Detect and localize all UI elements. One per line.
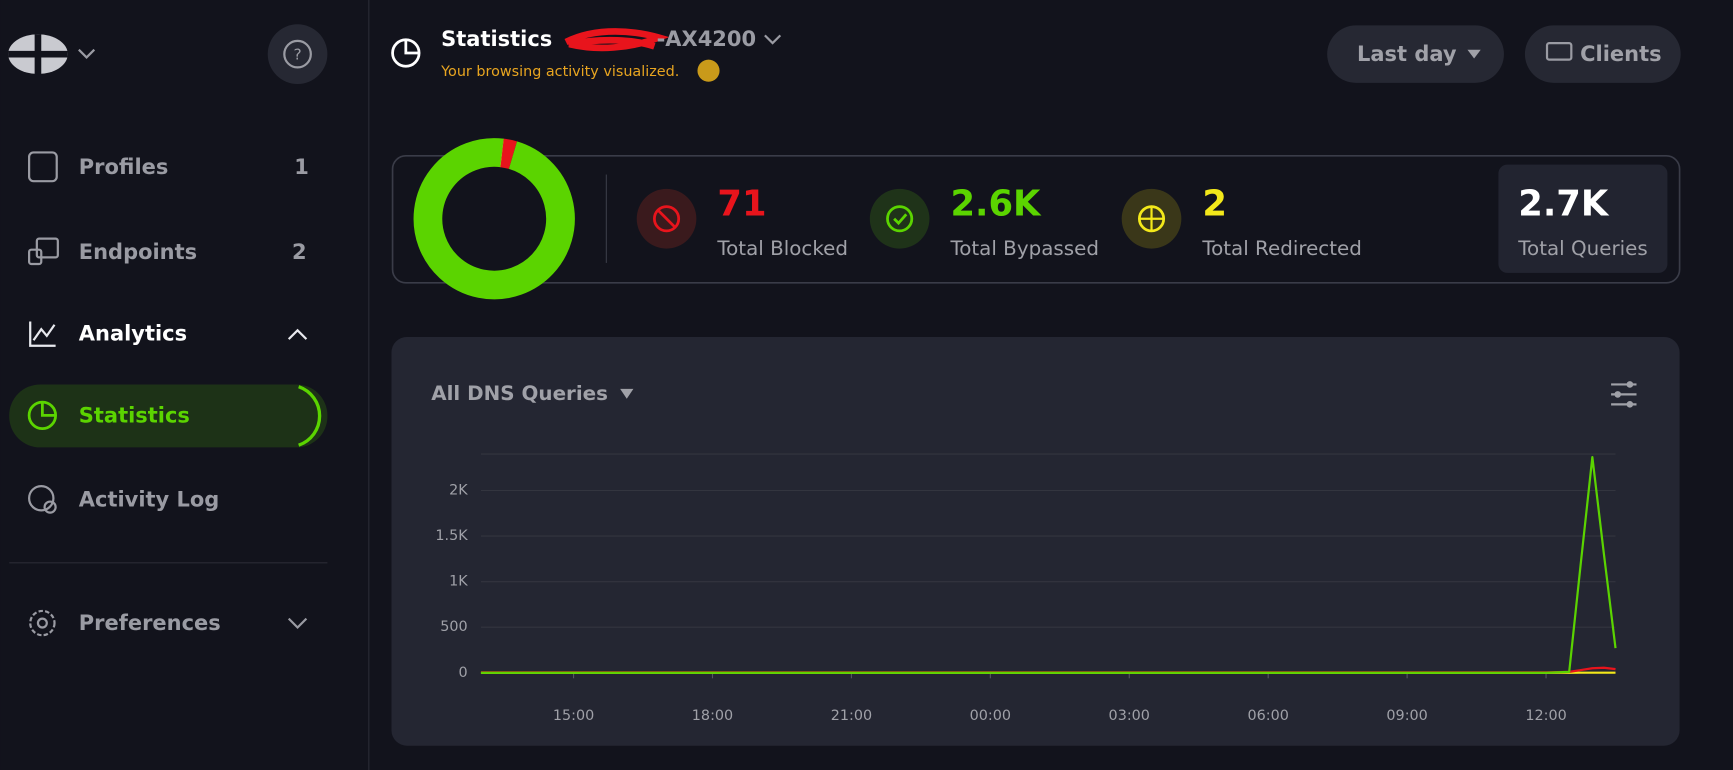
nav-activity-log[interactable]: Activity Log xyxy=(28,484,220,514)
stat-label: Total Queries xyxy=(1517,237,1647,260)
stat-icon-glyph xyxy=(656,208,677,229)
x-tick-label: 21:00 xyxy=(831,708,872,724)
stat-label: Total Blocked xyxy=(716,237,848,260)
stat-value: 2.7K xyxy=(1518,183,1610,224)
stat-label: Total Bypassed xyxy=(949,237,1098,260)
stat-icon-glyph xyxy=(653,205,681,233)
nav-label: Analytics xyxy=(79,322,187,346)
y-tick-label: 2K xyxy=(449,483,468,499)
button-label: Clients xyxy=(1580,42,1661,66)
logo[interactable] xyxy=(8,34,96,75)
chart-panel xyxy=(391,336,1680,746)
nav-icon xyxy=(29,321,56,347)
help-icon xyxy=(283,39,312,69)
clients-button[interactable]: Clients xyxy=(1524,25,1681,83)
nav-label: Statistics xyxy=(79,403,190,427)
button-caret xyxy=(1467,49,1481,59)
stat-label: Total Redirected xyxy=(1201,237,1362,260)
nav-label: Profiles xyxy=(79,155,169,179)
stats: 71 Total Blocked 2.6K Total Bypassed 2 Total … xyxy=(716,183,1647,260)
x-tick-label: 15:00 xyxy=(553,708,594,724)
series-line xyxy=(480,456,1617,674)
nav-icon xyxy=(43,500,57,514)
stat-icon-glyph xyxy=(1139,206,1164,231)
stat-icon-glyph xyxy=(893,213,908,226)
nav-preferences[interactable]: Preferences xyxy=(29,609,308,637)
button-icon xyxy=(1545,41,1573,61)
donut xyxy=(413,138,575,300)
nav-label: Endpoints xyxy=(79,240,197,264)
nav-icon xyxy=(28,151,58,183)
logo-cut xyxy=(8,34,68,75)
nav-count: 2 xyxy=(292,240,307,264)
redaction xyxy=(564,28,670,52)
button-bg xyxy=(1524,25,1681,83)
header-icon xyxy=(404,39,420,55)
nav-icon xyxy=(35,237,59,259)
nav-endpoints[interactable]: Endpoints 2 xyxy=(28,237,307,266)
x-tick-label: 12:00 xyxy=(1525,708,1566,724)
stat-value: 2 xyxy=(1202,183,1227,224)
help-button[interactable]: ? xyxy=(267,24,328,84)
nav-label: Preferences xyxy=(79,611,221,635)
y-tick-label: 500 xyxy=(440,619,467,635)
total-box xyxy=(1498,164,1668,273)
nav-icon xyxy=(40,402,56,417)
settings-icon xyxy=(1626,381,1634,388)
chart-settings[interactable] xyxy=(1611,381,1637,408)
chart-title-caret[interactable] xyxy=(620,388,634,399)
nav-label: Activity Log xyxy=(79,487,220,511)
x-tick-label: 09:00 xyxy=(1386,708,1427,724)
nav-analytics[interactable]: Analytics xyxy=(29,321,308,347)
donut-segment xyxy=(500,138,518,170)
help-glyph: ? xyxy=(293,46,301,64)
nav-chevron xyxy=(287,328,308,340)
nav-icon xyxy=(28,484,55,512)
device-name[interactable]: -AX4200 xyxy=(657,27,756,51)
page-title: Statistics xyxy=(441,27,552,51)
logo-chevron xyxy=(78,48,96,60)
nav-icon xyxy=(36,617,48,629)
y-tick-label: 0 xyxy=(459,665,468,681)
line-chart: 0 500 1K 1.5K 2K 15:00 18:00 21:00 00:00 03:00 06:… xyxy=(435,453,1617,724)
nav-count: 1 xyxy=(294,155,309,179)
chart-title[interactable]: All DNS Queries xyxy=(431,382,608,405)
y-tick-label: 1.5K xyxy=(435,528,468,544)
x-tick-label: 00:00 xyxy=(970,708,1011,724)
nav-profiles[interactable]: Profiles 1 xyxy=(28,151,309,183)
x-tick-label: 18:00 xyxy=(692,708,733,724)
settings-icon xyxy=(1614,391,1622,398)
help-bg xyxy=(267,24,328,84)
settings-icon xyxy=(1626,401,1634,408)
device-chevron[interactable] xyxy=(764,34,782,45)
nav-chevron xyxy=(287,617,308,630)
button-label: Last day xyxy=(1357,42,1457,66)
range-button[interactable]: Last day xyxy=(1327,25,1504,83)
nav-icon xyxy=(29,609,56,637)
nav-active-bg xyxy=(9,384,328,448)
info-icon[interactable] xyxy=(697,59,720,82)
stat-value: 2.6K xyxy=(950,183,1042,224)
stat-value: 71 xyxy=(717,183,766,224)
x-tick-label: 03:00 xyxy=(1109,708,1150,724)
donut-segment xyxy=(413,138,575,300)
page-subtitle: Your browsing activity visualized. xyxy=(440,64,679,80)
button-bg xyxy=(1327,25,1504,83)
stat-icon xyxy=(869,188,930,249)
nav-icon xyxy=(28,248,43,266)
stat-icon-glyph xyxy=(886,205,914,233)
stats-panel xyxy=(391,154,1681,284)
nav-active-edge xyxy=(298,385,322,447)
nav-statistics[interactable]: Statistics xyxy=(9,384,328,448)
y-tick-label: 1K xyxy=(449,574,468,590)
x-tick-label: 06:00 xyxy=(1247,708,1288,724)
